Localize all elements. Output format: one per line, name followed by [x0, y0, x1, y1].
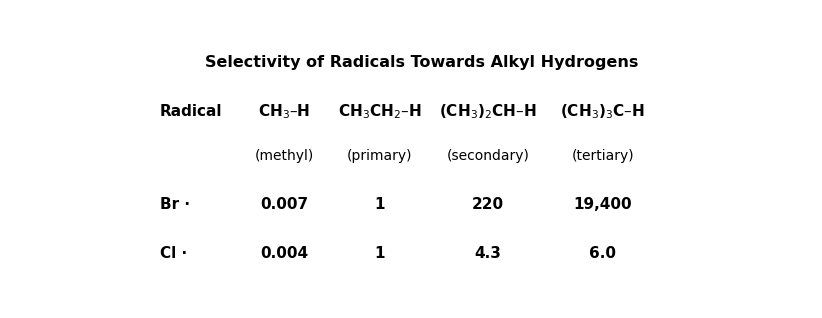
Text: 1: 1	[375, 197, 386, 212]
Text: Selectivity of Radicals Towards Alkyl Hydrogens: Selectivity of Radicals Towards Alkyl Hy…	[205, 55, 638, 70]
Text: (CH$_3$)$_3$C–H: (CH$_3$)$_3$C–H	[561, 102, 645, 121]
Text: (primary): (primary)	[347, 149, 413, 163]
Text: CH$_3$CH$_2$–H: CH$_3$CH$_2$–H	[338, 102, 422, 121]
Text: (methyl): (methyl)	[255, 149, 314, 163]
Text: 4.3: 4.3	[475, 246, 501, 261]
Text: 0.007: 0.007	[261, 197, 308, 212]
Text: Radical: Radical	[160, 104, 223, 119]
Text: 6.0: 6.0	[589, 246, 616, 261]
Text: Br ·: Br ·	[160, 197, 190, 212]
Text: 1: 1	[375, 246, 386, 261]
Text: CH$_3$–H: CH$_3$–H	[258, 102, 311, 121]
Text: 19,400: 19,400	[574, 197, 632, 212]
Text: 0.004: 0.004	[261, 246, 308, 261]
Text: 220: 220	[472, 197, 504, 212]
Text: (secondary): (secondary)	[446, 149, 529, 163]
Text: Cl ·: Cl ·	[160, 246, 187, 261]
Text: (tertiary): (tertiary)	[571, 149, 634, 163]
Text: (CH$_3$)$_2$CH–H: (CH$_3$)$_2$CH–H	[439, 102, 537, 121]
